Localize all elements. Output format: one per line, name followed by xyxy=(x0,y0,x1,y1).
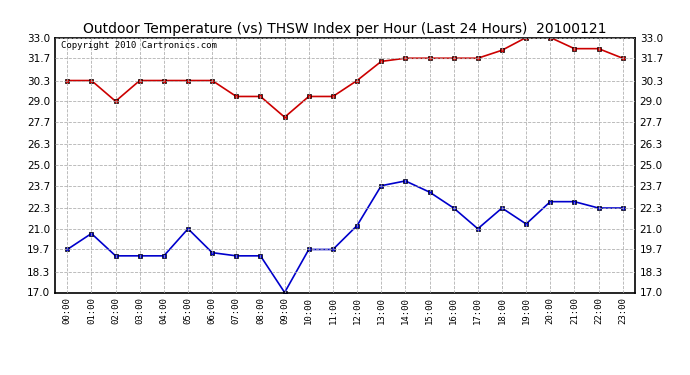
Title: Outdoor Temperature (vs) THSW Index per Hour (Last 24 Hours)  20100121: Outdoor Temperature (vs) THSW Index per … xyxy=(83,22,607,36)
Text: Copyright 2010 Cartronics.com: Copyright 2010 Cartronics.com xyxy=(61,41,217,50)
